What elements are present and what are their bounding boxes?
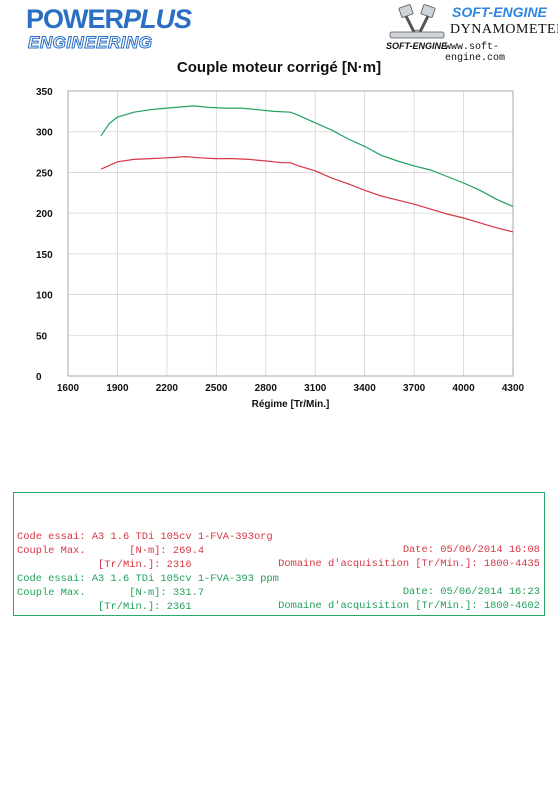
torque-rpm-1: [Tr/Min.]: 2316 <box>17 558 192 571</box>
x-tick-label: 3700 <box>403 383 426 394</box>
soft-engine-small: SOFT-ENGINE <box>386 41 448 51</box>
chart-title: Couple moteur corrigé [N·m] <box>176 59 382 76</box>
dynamometers-label: DYNAMOMETERS <box>450 22 558 37</box>
x-tick-label: 4000 <box>452 383 475 394</box>
logo-text-engineering: ENGINEERING <box>28 33 153 53</box>
torque-curve-2 <box>100 105 514 208</box>
x-tick-label: 2500 <box>205 383 228 394</box>
x-axis-label: Régime [Tr/Min.] <box>252 399 330 410</box>
acquisition-range-2: Domaine d'acquisition [Tr/Min.]: 1800-46… <box>278 600 540 613</box>
website-url: www.soft-engine.com <box>445 42 506 64</box>
engine-pistons-icon <box>389 4 445 39</box>
test-date-2: Date: 05/06/2014 16:23 <box>402 586 540 599</box>
torque-max-1: Couple Max. [N·m]: 269.4 <box>17 544 205 557</box>
y-tick-label: 200 <box>36 209 53 220</box>
test-code-2: Code essai: A3 1.6 TDi 105cv 1-FVA-393 p… <box>17 572 279 585</box>
plot-frame <box>67 90 514 377</box>
x-tick-label: 2200 <box>156 383 179 394</box>
soft-engine-logo: SOFT-ENGINE DYNAMOMETERS SOFT-ENGINE www… <box>384 2 558 64</box>
x-tick-label: 1900 <box>106 383 129 394</box>
y-tick-label: 50 <box>36 331 48 342</box>
info-row-5: Couple Max. [N·m]: 331.7 Domaine d'acqui… <box>17 573 540 613</box>
powerplus-logo: POWERPLUS ENGINEERING <box>26 4 192 56</box>
info-row-4: Code essai: A3 1.6 TDi 105cv 1-FVA-393 p… <box>17 559 540 599</box>
torque-max-2: Couple Max. [N·m]: 331.7 <box>17 586 205 599</box>
torque-rpm-2: [Tr/Min.]: 2361 <box>17 600 192 613</box>
test-code-1: Code essai: A3 1.6 TDi 105cv 1-FVA-393or… <box>17 530 273 543</box>
x-tick-label: 3400 <box>354 383 377 394</box>
y-tick-label: 100 <box>36 291 53 302</box>
test-date-1: Date: 05/06/2014 16:08 <box>402 544 540 557</box>
torque-curve-1 <box>100 155 514 233</box>
y-tick-label: 250 <box>36 168 53 179</box>
x-tick-label: 4300 <box>502 383 525 394</box>
logo-text-power: POWER <box>26 4 124 34</box>
logo-text-plus: PLUS <box>123 4 192 34</box>
y-tick-label: 300 <box>36 128 53 139</box>
torque-chart: 0 50 100 150 200 250 300 350 1600 1900 2200 2500 280… <box>36 87 525 410</box>
info-row-1: Code essai: A3 1.6 TDi 105cv 1-FVA-393or… <box>17 517 540 557</box>
test-info-box: Code essai: A3 1.6 TDi 105cv 1-FVA-393or… <box>13 492 545 616</box>
info-row-3: [Tr/Min.]: 2316 <box>17 545 540 571</box>
info-row-6: [Tr/Min.]: 2361 <box>17 587 540 613</box>
acquisition-range-1: Domaine d'acquisition [Tr/Min.]: 1800-44… <box>278 558 540 571</box>
soft-engine-brand: SOFT-ENGINE <box>452 4 547 20</box>
x-tick-label: 1600 <box>57 383 80 394</box>
x-tick-label: 2800 <box>255 383 278 394</box>
y-tick-label: 350 <box>36 87 53 98</box>
x-tick-label: 3100 <box>304 383 327 394</box>
info-row-2: Couple Max. [N·m]: 269.4 Domaine d'acqui… <box>17 531 540 571</box>
y-tick-label: 0 <box>36 372 42 383</box>
y-tick-label: 150 <box>36 250 53 261</box>
